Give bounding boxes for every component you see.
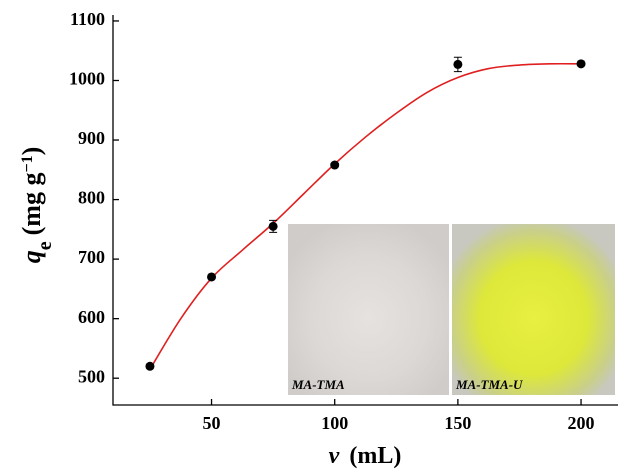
- inset-photo: [288, 224, 449, 395]
- y-tick-label: 800: [78, 188, 105, 208]
- y-label-close: ): [17, 147, 46, 156]
- y-label-superscript: −1: [19, 155, 36, 172]
- x-label-symbol: v: [329, 443, 340, 469]
- x-axis-label: v (mL): [329, 443, 402, 469]
- y-tick-label: 700: [78, 247, 105, 267]
- y-label-subscript: e: [34, 241, 56, 250]
- data-point: [145, 362, 154, 371]
- data-point: [577, 59, 586, 68]
- inset-label: MA-TMA: [291, 377, 345, 392]
- chart: MA-TMA MA-TMA-U qe (mg g−1) v (mL) 500 600 7…: [0, 0, 620, 473]
- data-point: [453, 60, 462, 69]
- data-point: [269, 222, 278, 231]
- x-tick-label: 50: [203, 413, 221, 433]
- y-tick-label: 1100: [70, 9, 105, 29]
- y-tick-label: 500: [78, 366, 105, 386]
- inset-photo: [452, 224, 615, 395]
- y-tick-label: 1000: [69, 69, 105, 89]
- x-label-unit: (mL): [349, 443, 401, 469]
- y-axis-label: qe (mg g−1): [17, 147, 56, 264]
- x-tick-label: 100: [321, 413, 348, 433]
- y-tick-label: 600: [78, 307, 105, 327]
- data-point: [207, 272, 216, 281]
- x-tick-label: 150: [444, 413, 471, 433]
- y-tick-label: 900: [78, 128, 105, 148]
- x-tick-label: 200: [568, 413, 595, 433]
- data-point: [330, 161, 339, 170]
- inset-label: MA-TMA-U: [455, 377, 523, 392]
- y-label-unit: (mg g: [17, 173, 46, 236]
- y-label-symbol: q: [17, 250, 46, 263]
